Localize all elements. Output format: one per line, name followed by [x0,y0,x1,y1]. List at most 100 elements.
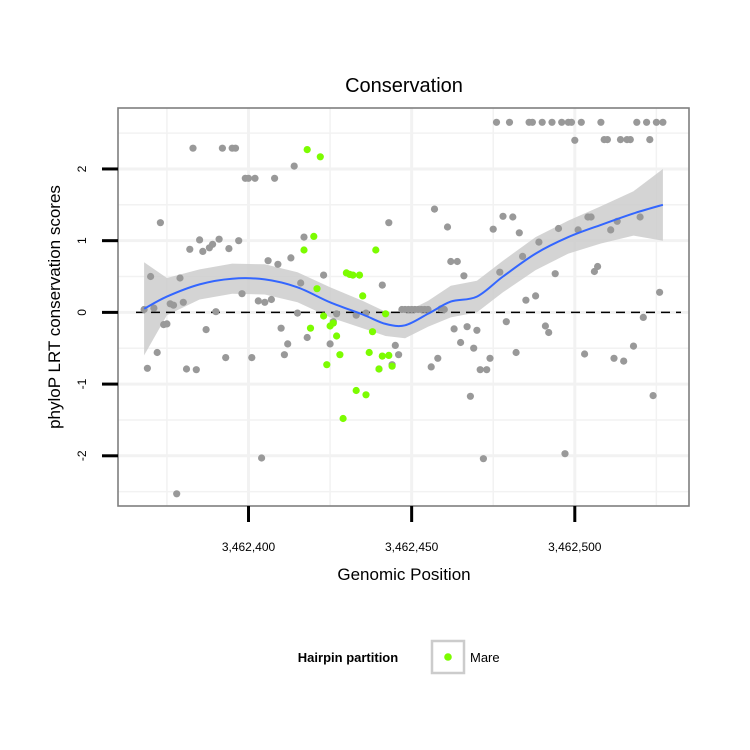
data-point-other [656,288,664,296]
data-point-other [443,223,452,231]
data-point-other [538,118,546,126]
data-point-mature [355,271,364,279]
x-axis-label: Genomic Position [337,565,470,584]
data-point-mature [329,319,337,327]
data-point-other [440,305,448,314]
data-point-other [150,304,158,312]
data-point-other [603,136,612,144]
data-point-other [274,260,282,268]
data-point-other [153,348,161,357]
series-other [140,118,667,498]
legend: Hairpin partition Mare [298,639,500,675]
data-point-other [156,219,164,227]
data-point-other [427,363,435,371]
data-point-other [450,325,458,333]
data-point-other [199,247,207,255]
data-point-other [532,292,540,300]
data-point-other [626,136,634,144]
data-point-other [522,296,530,304]
data-point-other [258,454,266,462]
data-point-other [581,350,589,358]
data-point-other [571,136,579,144]
data-point-other [639,313,647,321]
data-point-other [515,229,523,237]
data-point-other [483,366,491,374]
smooth-trend-line [143,203,664,328]
data-point-other [610,354,618,362]
data-point-other [545,328,553,337]
data-point-mature [300,246,308,254]
data-point-other [541,322,550,330]
smooth-line-layer [143,203,664,328]
data-point-other [326,340,334,348]
data-point-other [231,144,240,152]
data-point-other [476,366,484,374]
data-point-other [430,205,439,213]
y-tick-label: -2 [75,450,89,461]
series-mature [300,146,396,423]
data-point-mature [359,292,367,300]
chart-title: Conservation [345,75,463,97]
data-point-other [189,144,197,152]
data-point-other [587,213,595,221]
data-point-other [202,326,210,334]
data-point-other [499,212,507,220]
data-point-mature [382,310,390,318]
data-point-other [470,344,478,352]
data-point-other [300,233,308,241]
data-point-other [248,354,256,362]
data-point-other [636,213,644,221]
data-point-other [179,298,187,306]
data-point-other [293,309,302,317]
data-point-other [629,342,638,350]
data-point-other [607,226,615,234]
data-point-other [577,118,585,126]
data-point-other [244,174,253,182]
data-point-other [554,224,563,233]
data-point-other [551,270,559,278]
data-point-mature [303,146,311,154]
x-axis: 3,462,400 3,462,450 3,462,500 [222,506,602,554]
data-point-other [646,136,654,144]
data-point-other [447,257,455,266]
data-points-layer [140,118,667,498]
data-point-other [280,351,288,359]
data-point-other [271,174,279,182]
data-point-mature [385,351,393,359]
y-tick-label: -1 [75,378,89,389]
data-point-other [212,308,220,316]
data-point-other [254,297,262,305]
y-tick-label: 1 [75,237,89,244]
y-tick-label: 2 [75,165,89,172]
data-point-other [597,118,605,126]
data-point-mature [352,386,360,395]
data-point-other [561,450,569,458]
data-point-mature [336,351,344,359]
data-point-other [297,279,305,287]
data-point-other [457,338,465,347]
data-point-other [486,354,494,362]
data-point-other [218,144,226,152]
data-point-other [492,118,501,126]
data-point-other [173,490,181,498]
data-point-other [473,326,481,334]
data-point-other [463,323,471,331]
data-point-mature [372,246,380,254]
data-point-other [453,257,461,266]
data-point-other [277,324,285,332]
data-point-other [620,357,628,365]
data-point-other [222,354,230,362]
data-point-mature [368,328,377,336]
data-point-other [267,295,275,304]
data-point-other [616,136,625,144]
data-point-other [176,274,184,282]
data-point-mature [362,391,370,399]
data-point-mature [388,362,396,370]
data-point-mature [313,285,321,293]
data-point-other [567,118,576,126]
legend-label-mature: Mare [470,650,500,665]
data-point-other [182,365,191,373]
data-point-other [509,213,517,221]
data-point-mature [375,365,383,373]
